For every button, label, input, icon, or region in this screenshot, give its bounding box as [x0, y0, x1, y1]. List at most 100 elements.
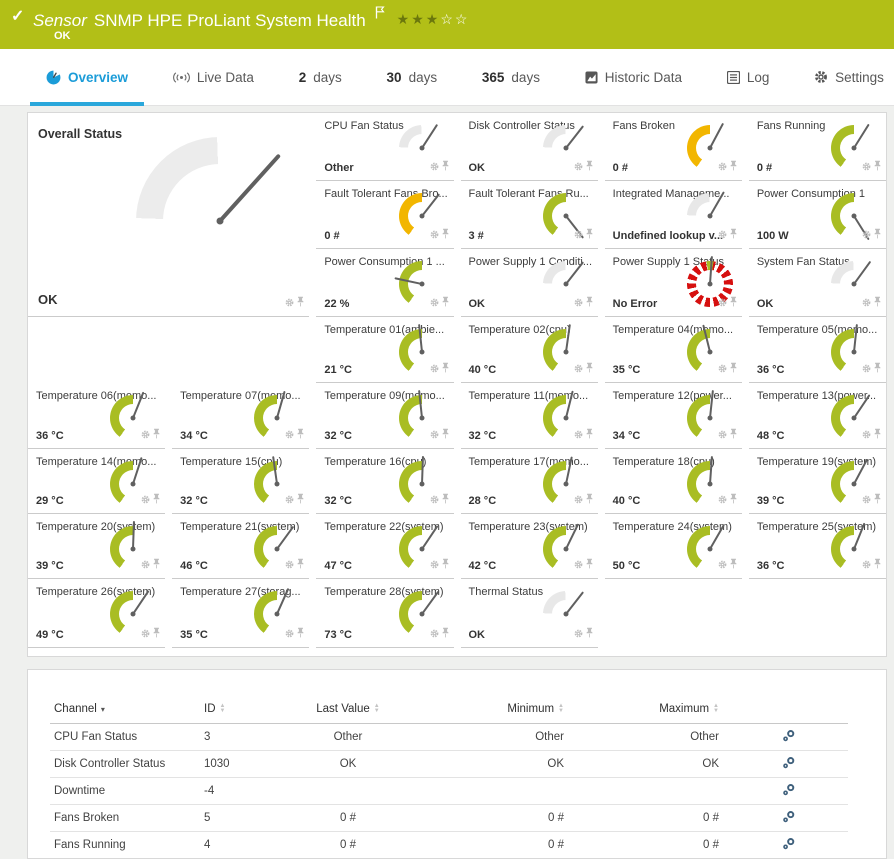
gear-icon[interactable]: [574, 426, 583, 444]
sort-updown-icon[interactable]: ▲ ▼: [374, 703, 380, 714]
gear-icon[interactable]: [862, 226, 871, 244]
pin-icon[interactable]: [442, 491, 449, 509]
gear-icon[interactable]: [862, 158, 871, 176]
pin-icon[interactable]: [730, 158, 737, 176]
tab-365-days[interactable]: 365 days: [482, 49, 540, 105]
priority-star[interactable]: ☆: [454, 11, 470, 27]
channel-settings-icon[interactable]: [783, 783, 795, 799]
column-header-id[interactable]: ID ▲ ▼: [200, 696, 288, 724]
pin-icon[interactable]: [730, 556, 737, 574]
gear-icon[interactable]: [430, 426, 439, 444]
column-header-last-value[interactable]: Last Value ▲ ▼: [288, 696, 408, 724]
gear-icon[interactable]: [862, 426, 871, 444]
pin-icon[interactable]: [153, 625, 160, 643]
priority-star[interactable]: ☆: [440, 11, 455, 27]
pin-icon[interactable]: [586, 556, 593, 574]
pin-icon[interactable]: [586, 158, 593, 176]
gear-icon[interactable]: [718, 491, 727, 509]
pin-icon[interactable]: [297, 426, 304, 444]
gear-icon[interactable]: [430, 556, 439, 574]
sort-desc-icon[interactable]: ▾: [100, 705, 105, 715]
gear-icon[interactable]: [285, 625, 294, 643]
gear-icon[interactable]: [574, 556, 583, 574]
gear-icon[interactable]: [574, 625, 583, 643]
pin-icon[interactable]: [730, 360, 737, 378]
column-header-minimum[interactable]: Minimum ▲ ▼: [408, 696, 568, 724]
gear-icon[interactable]: [574, 294, 583, 312]
pin-icon[interactable]: [730, 426, 737, 444]
pin-icon[interactable]: [730, 294, 737, 312]
pin-icon[interactable]: [586, 625, 593, 643]
pin-icon[interactable]: [874, 556, 881, 574]
pin-icon[interactable]: [730, 226, 737, 244]
pin-icon[interactable]: [442, 360, 449, 378]
pin-icon[interactable]: [297, 294, 304, 312]
tab-overview[interactable]: Overview: [29, 49, 145, 106]
priority-star[interactable]: ★: [411, 11, 426, 27]
sort-updown-icon[interactable]: ▲ ▼: [558, 703, 564, 714]
gear-icon[interactable]: [862, 491, 871, 509]
tab-2-days[interactable]: 2 days: [299, 49, 342, 105]
gear-icon[interactable]: [285, 294, 294, 312]
pin-icon[interactable]: [730, 491, 737, 509]
gear-icon[interactable]: [430, 226, 439, 244]
pin-icon[interactable]: [442, 158, 449, 176]
gear-icon[interactable]: [141, 491, 150, 509]
pin-icon[interactable]: [442, 226, 449, 244]
pin-icon[interactable]: [586, 426, 593, 444]
gear-icon[interactable]: [430, 158, 439, 176]
gear-icon[interactable]: [430, 360, 439, 378]
pin-icon[interactable]: [586, 360, 593, 378]
gear-icon[interactable]: [285, 491, 294, 509]
gear-icon[interactable]: [718, 426, 727, 444]
pin-icon[interactable]: [442, 294, 449, 312]
pin-icon[interactable]: [874, 226, 881, 244]
gear-icon[interactable]: [862, 294, 871, 312]
channel-settings-icon[interactable]: [783, 810, 795, 826]
gear-icon[interactable]: [718, 158, 727, 176]
column-header-maximum[interactable]: Maximum ▲ ▼: [568, 696, 723, 724]
gear-icon[interactable]: [574, 491, 583, 509]
gear-icon[interactable]: [141, 426, 150, 444]
priority-star[interactable]: ★: [396, 11, 412, 27]
channel-settings-icon[interactable]: [783, 729, 795, 745]
channel-settings-icon[interactable]: [783, 837, 795, 853]
gear-icon[interactable]: [862, 556, 871, 574]
pin-icon[interactable]: [153, 491, 160, 509]
gear-icon[interactable]: [141, 556, 150, 574]
gear-icon[interactable]: [574, 360, 583, 378]
column-header-channel[interactable]: Channel ▾: [50, 696, 200, 724]
pin-icon[interactable]: [874, 426, 881, 444]
pin-icon[interactable]: [153, 426, 160, 444]
pin-icon[interactable]: [874, 360, 881, 378]
pin-icon[interactable]: [586, 491, 593, 509]
channel-settings-icon[interactable]: [783, 756, 795, 772]
sort-updown-icon[interactable]: ▲ ▼: [220, 703, 226, 714]
pin-icon[interactable]: [874, 158, 881, 176]
tab-log[interactable]: Log: [726, 49, 769, 105]
gear-icon[interactable]: [718, 294, 727, 312]
flag-icon[interactable]: [375, 4, 385, 24]
priority-star[interactable]: ★: [425, 11, 441, 27]
tab-historic-data[interactable]: Historic Data: [585, 49, 682, 105]
pin-icon[interactable]: [586, 226, 593, 244]
pin-icon[interactable]: [874, 491, 881, 509]
priority-stars[interactable]: ★★★☆☆: [397, 11, 470, 27]
pin-icon[interactable]: [297, 556, 304, 574]
gear-icon[interactable]: [718, 556, 727, 574]
gear-icon[interactable]: [285, 426, 294, 444]
pin-icon[interactable]: [586, 294, 593, 312]
gear-icon[interactable]: [430, 625, 439, 643]
gear-icon[interactable]: [574, 158, 583, 176]
pin-icon[interactable]: [442, 556, 449, 574]
tab-30-days[interactable]: 30 days: [387, 49, 438, 105]
pin-icon[interactable]: [442, 625, 449, 643]
gear-icon[interactable]: [718, 226, 727, 244]
pin-icon[interactable]: [442, 426, 449, 444]
tab-live-data[interactable]: Live Data: [172, 49, 254, 105]
pin-icon[interactable]: [153, 556, 160, 574]
gear-icon[interactable]: [141, 625, 150, 643]
pin-icon[interactable]: [297, 625, 304, 643]
gear-icon[interactable]: [718, 360, 727, 378]
gear-icon[interactable]: [430, 491, 439, 509]
